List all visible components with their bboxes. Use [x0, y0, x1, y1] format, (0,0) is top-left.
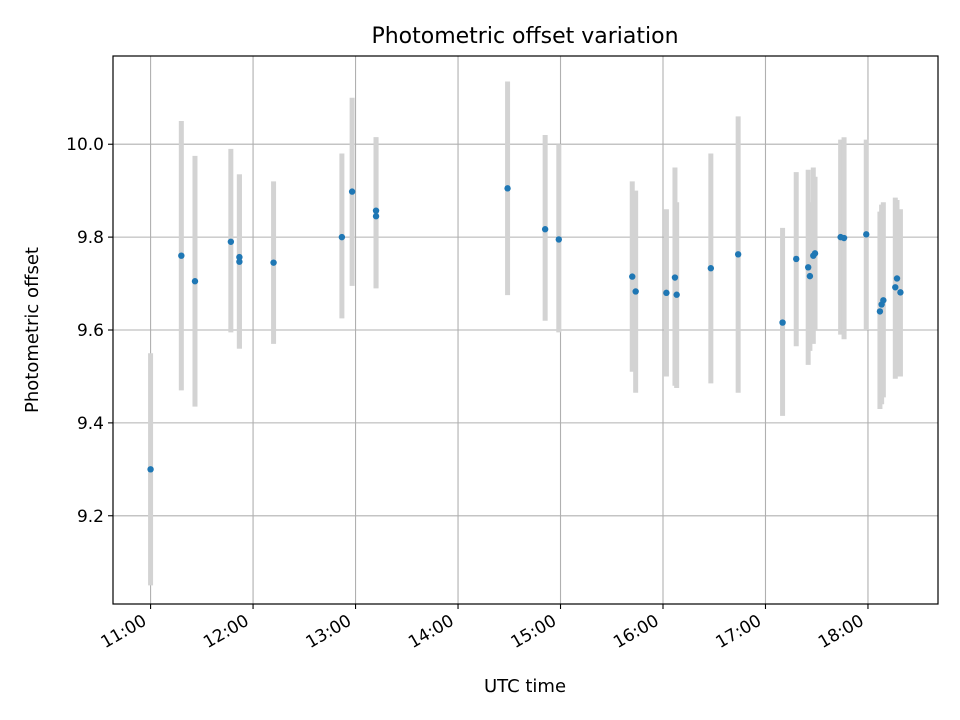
y-tick-label: 9.2 [77, 507, 104, 527]
data-point [893, 275, 901, 282]
y-axis-ticks: 9.2 9.4 9.6 9.8 10.0 [66, 135, 113, 527]
data-point [734, 251, 742, 258]
data-point [863, 231, 870, 238]
data-point [338, 233, 346, 241]
data-point [555, 236, 563, 243]
data-point [147, 466, 154, 473]
data-point [804, 264, 812, 271]
data-point [504, 185, 511, 192]
data-point [892, 284, 899, 291]
data-point [270, 259, 277, 266]
data-point [793, 255, 800, 263]
data-point [236, 258, 243, 265]
y-tick-label: 9.4 [77, 414, 104, 434]
data-point [632, 288, 639, 295]
chart-title: Photometric offset variation [371, 24, 678, 49]
y-tick-label: 9.6 [77, 321, 104, 341]
data-point [372, 207, 380, 214]
data-point [191, 278, 199, 285]
y-tick-label: 10.0 [66, 135, 104, 155]
data-point [348, 188, 356, 195]
data-point [707, 265, 715, 272]
data-point [811, 250, 819, 257]
data-point [227, 238, 235, 245]
y-axis-label: Photometric offset [22, 247, 43, 413]
data-point [840, 234, 848, 242]
data-point [663, 289, 670, 297]
data-points [147, 185, 904, 473]
data-point [178, 252, 185, 259]
data-point [629, 273, 636, 280]
y-tick-label: 9.8 [77, 228, 104, 248]
data-point [779, 319, 786, 326]
data-point [897, 289, 904, 296]
data-point [372, 213, 380, 220]
data-point [880, 297, 887, 304]
data-point [671, 274, 679, 281]
data-point [236, 253, 243, 261]
x-axis-label: UTC time [484, 676, 566, 697]
data-point [673, 291, 680, 298]
data-point [806, 272, 814, 280]
data-point [541, 226, 549, 233]
data-point [876, 308, 884, 315]
